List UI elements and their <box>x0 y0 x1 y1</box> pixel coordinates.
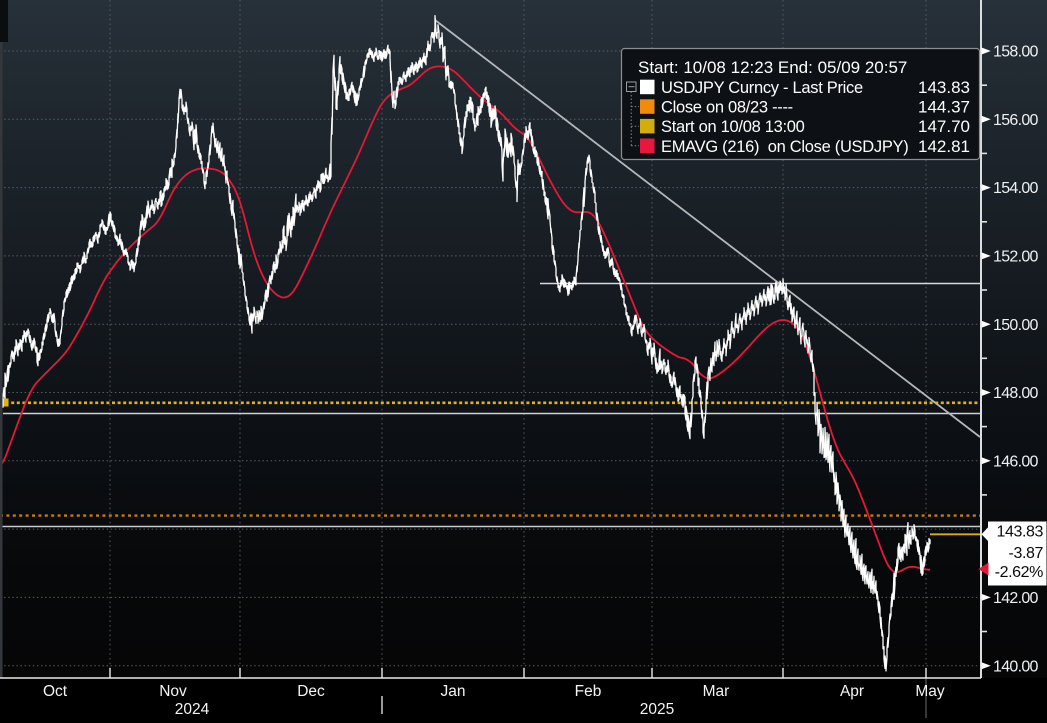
svg-text:-2.62%: -2.62% <box>995 564 1043 581</box>
svg-text:142.81: 142.81 <box>918 137 970 156</box>
svg-text:-3.87: -3.87 <box>1009 545 1044 562</box>
svg-text:Dec: Dec <box>297 683 325 700</box>
svg-text:152.00: 152.00 <box>993 249 1039 266</box>
svg-text:Mar: Mar <box>703 683 730 700</box>
svg-text:144.37: 144.37 <box>918 98 970 117</box>
svg-text:Nov: Nov <box>159 683 187 700</box>
svg-text:Apr: Apr <box>840 683 864 700</box>
svg-text:2024: 2024 <box>175 701 210 718</box>
svg-text:Start: 10/08 12:23 End: 05/09: Start: 10/08 12:23 End: 05/09 20:57 <box>638 58 907 77</box>
svg-text:Oct: Oct <box>43 683 68 700</box>
svg-text:143.83: 143.83 <box>996 524 1043 541</box>
svg-text:147.70: 147.70 <box>918 117 970 136</box>
svg-text:EMAVG (216) on Close (USDJPY): EMAVG (216) on Close (USDJPY) <box>661 138 908 156</box>
svg-text:140.00: 140.00 <box>993 658 1039 675</box>
svg-text:USDJPY Curncy - Last Price: USDJPY Curncy - Last Price <box>661 79 863 97</box>
svg-text:Close on 08/23 ----: Close on 08/23 ---- <box>661 99 793 117</box>
svg-text:150.00: 150.00 <box>993 317 1039 334</box>
svg-text:Feb: Feb <box>575 683 602 700</box>
svg-text:158.00: 158.00 <box>993 44 1039 61</box>
svg-text:2025: 2025 <box>640 701 674 718</box>
svg-text:Start on 10/08 13:00: Start on 10/08 13:00 <box>661 118 805 136</box>
svg-text:148.00: 148.00 <box>993 385 1039 402</box>
svg-text:142.00: 142.00 <box>993 590 1039 607</box>
svg-text:May: May <box>915 683 945 700</box>
svg-text:156.00: 156.00 <box>993 112 1039 129</box>
svg-text:Jan: Jan <box>441 683 466 700</box>
svg-text:154.00: 154.00 <box>993 180 1039 197</box>
svg-text:146.00: 146.00 <box>993 453 1039 470</box>
svg-text:143.83: 143.83 <box>918 78 970 97</box>
